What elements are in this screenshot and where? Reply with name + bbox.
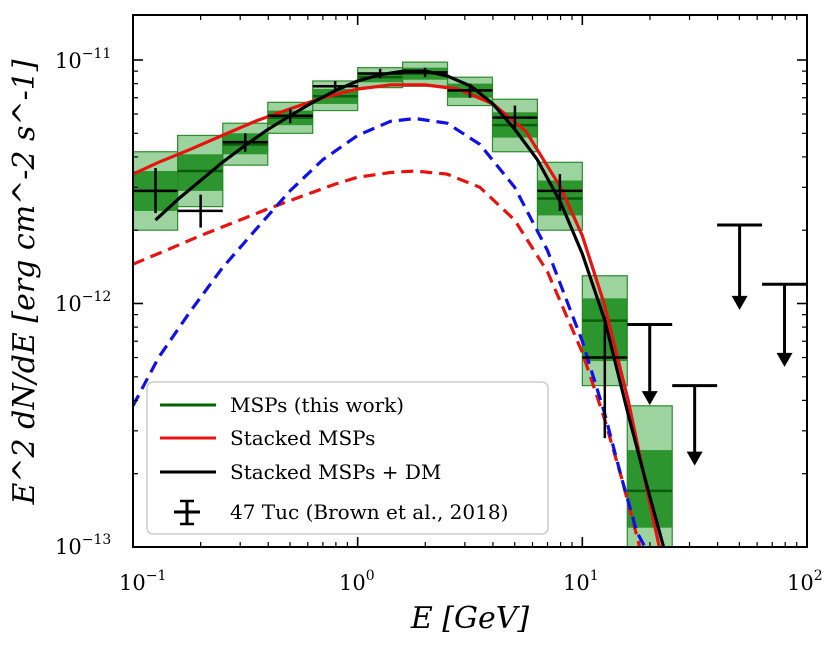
upper-limit-arrow [731,295,748,310]
upper-limit-arrow [641,391,658,406]
legend-swatch-errorbar [174,499,200,526]
y-tick-label: 10−12 [55,289,111,316]
upper-limit-arrow [776,352,793,367]
legend-label-msps: MSPs (this work) [230,393,404,417]
tuc47-data-layer [133,67,628,439]
legend-label-tuc47: 47 Tuc (Brown et al., 2018) [230,500,508,524]
plot-frame [132,14,808,548]
legend-box [146,381,549,535]
y-tick-label: 10−13 [55,532,111,559]
axis-ticks-layer [132,15,808,548]
y-axis-label: E^2 dN/dE [erg cm^-2 s^-1] [7,59,42,505]
upper-limits-layer [627,223,807,466]
msp-band-inner [627,450,673,528]
y-tick-label: 10−11 [55,46,111,73]
legend-label-stacked-dm: Stacked MSPs + DM [230,460,441,484]
x-tick-label: 10−1 [119,568,166,595]
series-line [133,83,661,547]
legend-label-stacked: Stacked MSPs [230,426,375,450]
x-tick-label: 102 [787,568,823,595]
series-line [133,169,642,547]
x-axis-label: E [GeV] [410,601,530,636]
legend: MSPs (this work) Stacked MSPs Stacked MS… [146,381,549,535]
upper-limit-arrow [686,451,703,466]
x-tick-label: 101 [563,568,599,595]
msp-band-inner [177,154,223,191]
x-tick-label: 100 [339,568,375,595]
